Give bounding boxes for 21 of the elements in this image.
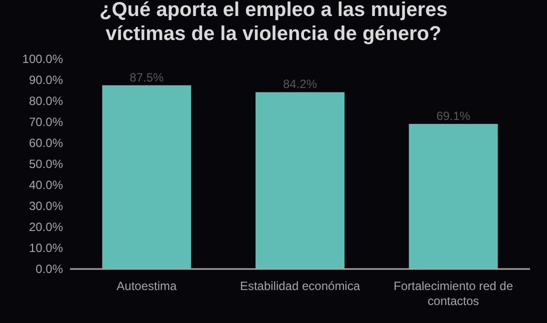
y-tick-label: 10.0% (28, 241, 64, 256)
y-tick-label: 50.0% (28, 157, 64, 172)
y-tick-label: 100.0% (22, 52, 64, 66)
y-tick-label: 40.0% (28, 178, 64, 192)
y-tick-label: 60.0% (28, 136, 64, 150)
chart-title: ¿Qué aporta el empleo a las mujeres víctimas de la violencia de género? (100, 0, 448, 45)
data-label: 84.2% (282, 77, 318, 92)
bar (102, 85, 192, 269)
y-tick-label: 90.0% (28, 73, 64, 88)
data-label: 69.1% (436, 108, 471, 123)
data-label: 87.5% (130, 70, 164, 84)
bar (408, 124, 498, 269)
x-tick-label: Fortalecimiento red de contactos (394, 279, 514, 308)
y-tick-label: 70.0% (28, 115, 64, 130)
y-tick-label: 30.0% (28, 199, 64, 214)
y-tick-label: 0.0% (36, 262, 64, 276)
x-tick-label: Estabilidad económica (240, 279, 360, 293)
x-tick-label: Autoestima (116, 279, 178, 293)
y-tick-label: 20.0% (28, 220, 64, 234)
bar (256, 92, 344, 269)
y-tick-label: 80.0% (28, 94, 64, 108)
